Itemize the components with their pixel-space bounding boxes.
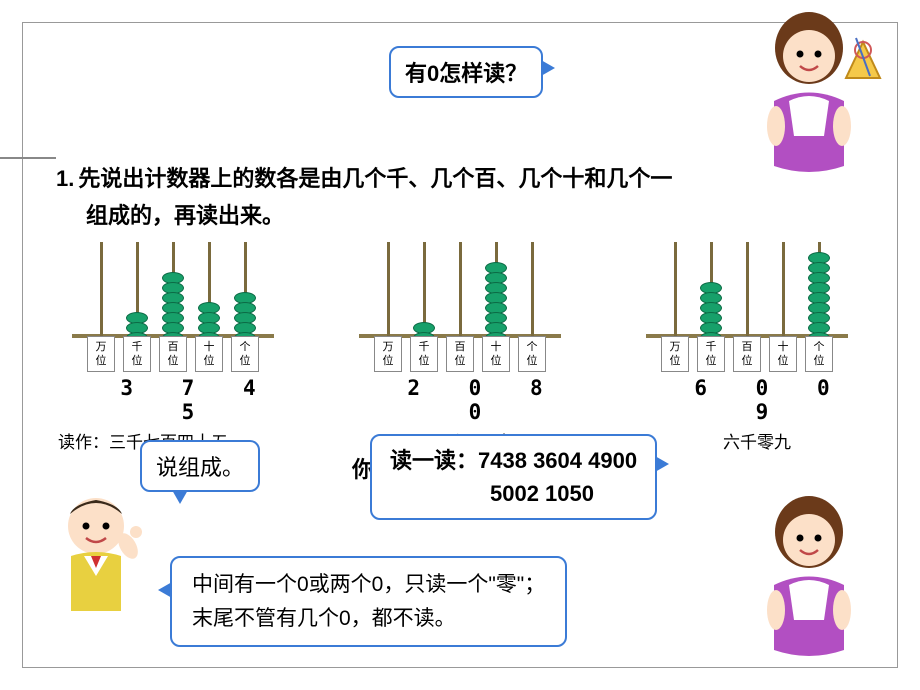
abacus-3: 万位千位百位十位个位 6 0 0 9 六千零九 xyxy=(632,242,862,453)
abacus-rod-column: 万位 xyxy=(372,242,404,372)
abacus-rod-column: 十位 xyxy=(193,242,225,372)
bubble-tail xyxy=(172,490,188,504)
place-value-label: 百位 xyxy=(733,336,761,372)
bubble-tail xyxy=(655,456,669,472)
abacus-digits: 6 0 0 9 xyxy=(632,376,862,424)
read-line1: 读一读：7438 3604 4900 xyxy=(390,444,637,477)
abacus-rod-column: 万位 xyxy=(85,242,117,372)
bead-stack xyxy=(162,274,184,344)
abacus-rod xyxy=(387,242,390,344)
abacus-rod xyxy=(746,242,749,344)
horizontal-rule xyxy=(0,157,56,159)
abacus-rod-column: 百位 xyxy=(731,242,763,372)
read-prefix: 读一读： xyxy=(390,448,478,473)
rule-line1: 中间有一个0或两个0，只读一个"零"； xyxy=(192,568,545,602)
place-value-label: 个位 xyxy=(231,336,259,372)
place-value-label: 百位 xyxy=(159,336,187,372)
abacus-rod-column: 个位 xyxy=(516,242,548,372)
abacus-rod-column: 十位 xyxy=(480,242,512,372)
bubble-tail xyxy=(158,582,172,598)
teacher-illustration-top xyxy=(734,6,884,176)
rule-bubble: 中间有一个0或两个0，只读一个"零"； 末尾不管有几个0，都不读。 xyxy=(170,556,567,647)
bubble-tail xyxy=(541,60,555,76)
place-value-label: 百位 xyxy=(446,336,474,372)
abacus-rod-column: 个位 xyxy=(803,242,835,372)
abacus-rod xyxy=(531,242,534,344)
boy-illustration xyxy=(36,486,156,636)
abacus-2: 万位千位百位十位个位 2 0 8 0 二千零八十 xyxy=(345,242,575,453)
prompt-line1: 1.先说出计数器上的数各是由几个千、几个百、几个十和几个一 xyxy=(56,160,860,197)
place-value-label: 万位 xyxy=(661,336,689,372)
bubble-text: 说组成。 xyxy=(156,455,244,480)
place-value-label: 千位 xyxy=(697,336,725,372)
abacus-rod-column: 千位 xyxy=(695,242,727,372)
abacus-1: 万位千位百位十位个位 3 7 4 5 读作：三千七百四十五 xyxy=(58,242,288,453)
rule-line2: 末尾不管有几个0，都不读。 xyxy=(192,602,545,636)
abacus-rod-column: 十位 xyxy=(767,242,799,372)
bead-stack xyxy=(485,264,507,344)
teacher-illustration-bottom xyxy=(734,490,884,660)
place-value-label: 万位 xyxy=(374,336,402,372)
place-value-label: 十位 xyxy=(195,336,223,372)
read-numbers-bubble: 读一读：7438 3604 4900 5002 1050 xyxy=(370,434,657,520)
abacus-rod xyxy=(782,242,785,344)
bubble-text: 有0怎样读？ xyxy=(405,61,527,86)
prompt-line2: 组成的，再读出来。 xyxy=(56,197,860,234)
place-value-label: 万位 xyxy=(87,336,115,372)
abacus-rod-column: 千位 xyxy=(121,242,153,372)
q-line1: 先说出计数器上的数各是由几个千、几个百、几个十和几个一 xyxy=(78,166,672,191)
compose-bubble: 说组成。 xyxy=(140,440,260,492)
abacus-frame: 万位千位百位十位个位 xyxy=(345,242,575,372)
question-bubble-top: 有0怎样读？ xyxy=(389,46,543,98)
place-value-label: 千位 xyxy=(410,336,438,372)
place-value-label: 十位 xyxy=(482,336,510,372)
place-value-label: 个位 xyxy=(805,336,833,372)
abacus-reading: 六千零九 xyxy=(632,428,862,453)
question-number: 1. xyxy=(56,166,74,191)
frame-left xyxy=(22,22,23,668)
abacus-rod xyxy=(674,242,677,344)
abacus-rod-column: 千位 xyxy=(408,242,440,372)
abacus-frame: 万位千位百位十位个位 xyxy=(632,242,862,372)
exercise-prompt: 1.先说出计数器上的数各是由几个千、几个百、几个十和几个一 组成的，再读出来。 xyxy=(56,160,860,235)
place-value-label: 个位 xyxy=(518,336,546,372)
read-line2: 5002 1050 xyxy=(390,477,637,510)
abacus-rod-column: 百位 xyxy=(444,242,476,372)
abacus-rod-column: 个位 xyxy=(229,242,261,372)
abacus-rod-column: 百位 xyxy=(157,242,189,372)
abacus-digits: 3 7 4 5 xyxy=(58,376,288,424)
reading-prefix: 读作： xyxy=(58,433,109,452)
place-value-label: 千位 xyxy=(123,336,151,372)
abacus-rod-column: 万位 xyxy=(659,242,691,372)
bead-stack xyxy=(700,284,722,344)
read-nums-1: 7438 3604 4900 xyxy=(478,448,637,473)
abacus-frame: 万位千位百位十位个位 xyxy=(58,242,288,372)
frame-right xyxy=(897,22,898,668)
abacus-digits: 2 0 8 0 xyxy=(345,376,575,424)
abacus-container: 万位千位百位十位个位 3 7 4 5 读作：三千七百四十五 万位千位百位十位个位… xyxy=(58,242,862,453)
bead-stack xyxy=(808,254,830,344)
abacus-rod xyxy=(100,242,103,344)
place-value-label: 十位 xyxy=(769,336,797,372)
read-nums-2: 5002 1050 xyxy=(490,481,594,506)
abacus-rod xyxy=(459,242,462,344)
